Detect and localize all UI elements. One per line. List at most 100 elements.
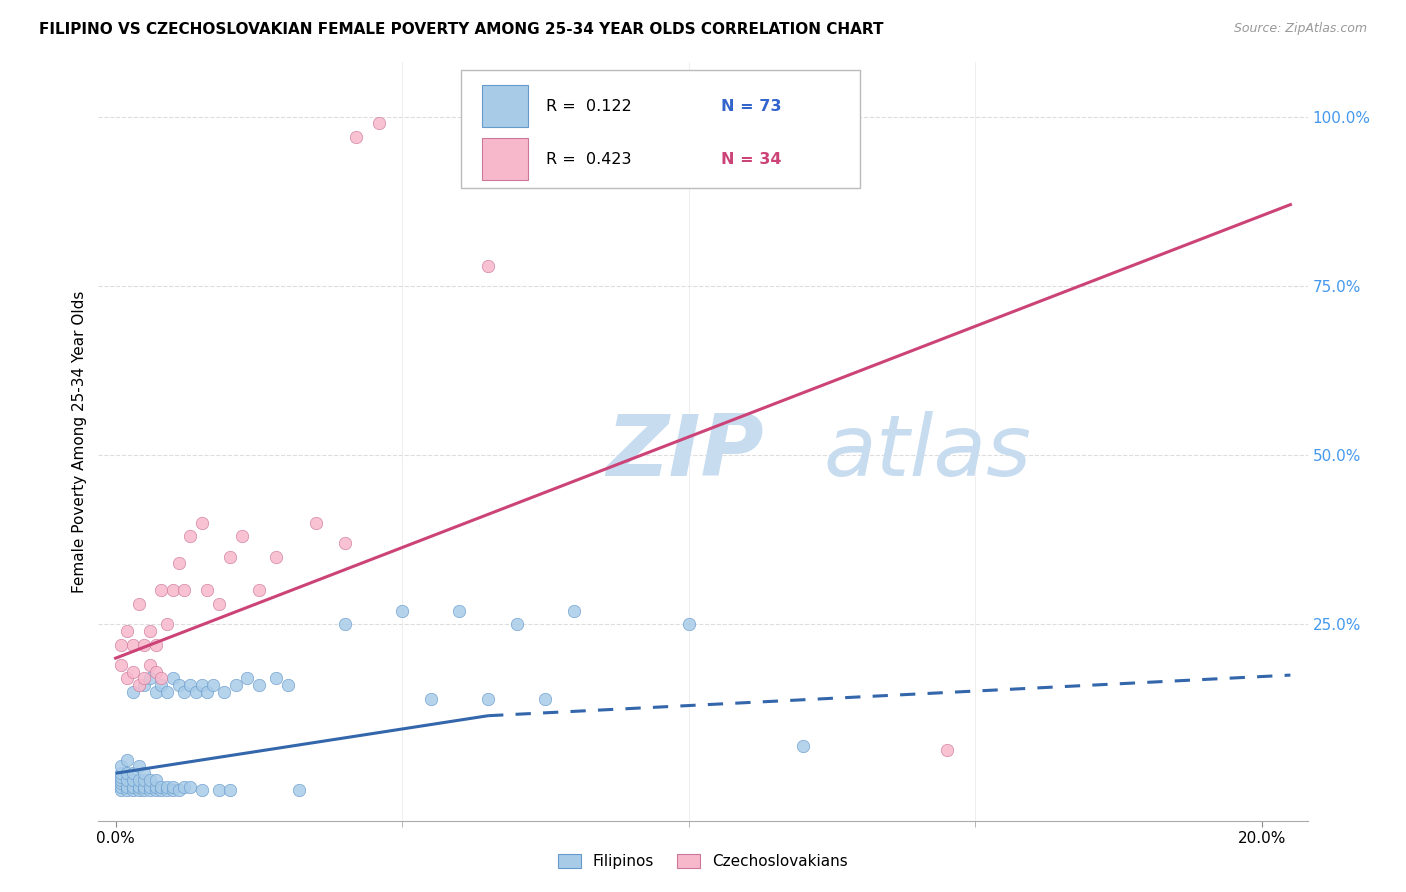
Point [134,772,156,787]
Point [145,783,167,797]
Point [173,780,195,794]
Point [115,753,138,767]
Point [167,557,190,571]
Point [145,685,167,699]
Legend: Filipinos, Czechoslovakians: Filipinos, Czechoslovakians [551,848,855,875]
Point [110,766,132,780]
Point [110,772,132,787]
Point [195,685,218,699]
Point [162,672,184,686]
Point [121,772,143,787]
Point [534,691,557,706]
Point [139,672,162,686]
Point [190,678,212,692]
Point [305,516,328,530]
Bar [482,138,527,180]
Point [477,691,499,706]
Point [190,783,212,797]
Point [219,549,242,564]
Point [139,780,162,794]
Text: Source: ZipAtlas.com: Source: ZipAtlas.com [1233,22,1367,36]
Point [121,685,143,699]
Point [506,617,529,632]
Point [156,783,179,797]
Point [208,597,231,611]
Point [110,783,132,797]
Point [145,665,167,679]
Point [173,583,195,598]
Point [162,780,184,794]
Point [792,739,814,754]
Point [110,638,132,652]
Point [288,783,311,797]
Point [678,617,700,632]
Point [139,772,162,787]
Point [150,678,173,692]
Point [150,780,173,794]
Point [121,783,143,797]
Point [333,617,356,632]
Text: R =  0.423: R = 0.423 [546,152,631,167]
Point [167,783,190,797]
Point [477,259,499,273]
Text: FILIPINO VS CZECHOSLOVAKIAN FEMALE POVERTY AMONG 25-34 YEAR OLDS CORRELATION CHA: FILIPINO VS CZECHOSLOVAKIAN FEMALE POVER… [39,22,884,37]
Point [264,672,287,686]
Point [121,638,143,652]
Point [156,780,179,794]
Point [156,685,179,699]
Point [115,766,138,780]
Point [121,665,143,679]
Point [134,766,156,780]
Point [247,678,270,692]
Text: N = 73: N = 73 [721,98,782,113]
Point [202,678,225,692]
Point [134,672,156,686]
Point [225,678,247,692]
Point [236,672,259,686]
Point [264,549,287,564]
Point [173,685,195,699]
Point [179,678,201,692]
Point [110,776,132,790]
Point [145,638,167,652]
Point [128,783,150,797]
Point [134,638,156,652]
Point [162,583,184,598]
Point [145,780,167,794]
Point [333,536,356,550]
Point [115,780,138,794]
Point [128,780,150,794]
Point [150,672,173,686]
Bar [482,86,527,127]
Point [110,657,132,672]
Point [391,604,413,618]
Point [110,780,132,794]
Point [179,529,201,543]
Point [128,772,150,787]
Point [139,624,162,639]
Point [449,604,471,618]
Point [419,691,441,706]
Point [277,678,299,692]
Point [231,529,253,543]
Point [121,766,143,780]
Point [247,583,270,598]
Point [162,783,184,797]
Point [219,783,242,797]
Point [139,783,162,797]
Point [184,685,207,699]
Point [150,583,173,598]
Point [150,783,173,797]
Point [935,742,957,756]
Point [190,516,212,530]
Point [134,783,156,797]
Point [128,759,150,773]
Point [344,129,367,144]
Point [139,657,162,672]
Point [115,624,138,639]
Point [115,783,138,797]
Text: N = 34: N = 34 [721,152,782,167]
Point [156,617,179,632]
Point [208,783,231,797]
Point [115,672,138,686]
